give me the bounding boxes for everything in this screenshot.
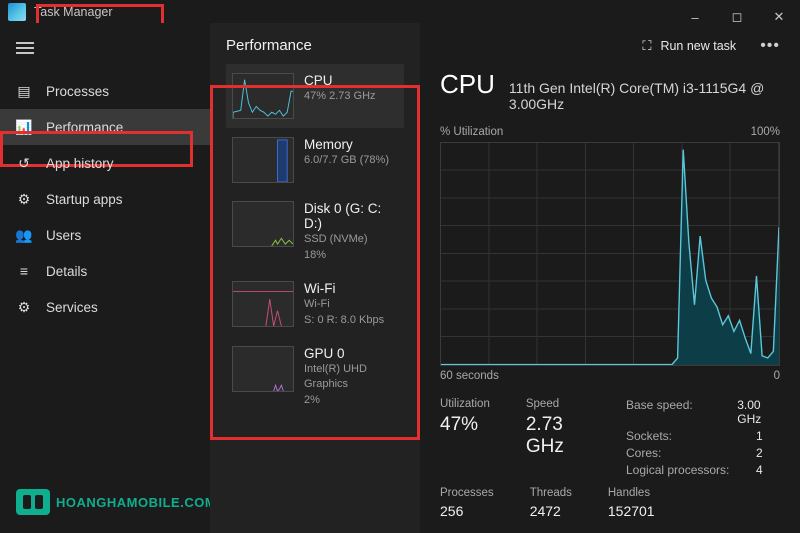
handles-stat: Handles 152701 — [608, 487, 655, 519]
app-history-icon: ↺ — [16, 155, 32, 171]
title-bar: Task Manager – ◻ ✕ — [0, 0, 800, 23]
brand-text: HOANGHAMOBILE.COM — [56, 495, 216, 510]
device-list: CPU 47% 2.73 GHz Memory 6.0/7.7 GB (78%) — [226, 64, 404, 417]
speed-stat: Speed 2.73 GHz — [526, 398, 576, 477]
startup-apps-icon: ⚙ — [16, 191, 32, 207]
sidebar-item-users[interactable]: 👥 Users — [0, 217, 210, 253]
sidebar-item-services[interactable]: ⚙ Services — [0, 289, 210, 325]
cpu-description-label: 11th Gen Intel(R) Core(TM) i3-1115G4 @ 3… — [509, 80, 780, 112]
stats-row-2: Processes 256 Threads 2472 Handles 15270… — [440, 487, 780, 519]
app-icon — [8, 3, 26, 21]
left-nav: ▤ Processes 📊 Performance ↺ App history … — [0, 23, 210, 533]
sidebar-item-performance[interactable]: 📊 Performance — [0, 109, 210, 145]
details-icon: ≡ — [16, 263, 32, 279]
device-item-gpu[interactable]: GPU 0 Intel(R) UHD Graphics 2% — [226, 337, 404, 417]
cpu-utilization-chart — [440, 142, 780, 366]
brand-logo-icon — [16, 489, 50, 515]
process-numbers: Processes 256 Threads 2472 Handles 15270… — [440, 487, 655, 519]
gpu-thumbnail-chart — [232, 346, 294, 392]
spec-row-base-speed: Base speed: 3.00 GHz — [626, 398, 780, 426]
device-item-disk[interactable]: Disk 0 (G: C: D:) SSD (NVMe) 18% — [226, 192, 404, 272]
processes-icon: ▤ — [16, 83, 32, 99]
spec-row-logical-processors: Logical processors: 4 — [626, 463, 780, 477]
more-options-button[interactable]: ••• — [756, 37, 784, 55]
spec-row-cores: Cores: 2 — [626, 446, 780, 460]
services-icon: ⚙ — [16, 299, 32, 315]
device-item-cpu[interactable]: CPU 47% 2.73 GHz — [226, 64, 404, 128]
stats-row: Utilization 47% Speed 2.73 GHz Base spee… — [440, 398, 780, 477]
cpu-title-label: CPU — [440, 69, 495, 100]
sidebar-label-services: Services — [46, 300, 98, 315]
performance-icon: 📊 — [16, 119, 32, 135]
device-item-wifi[interactable]: Wi-Fi Wi-Fi S: 0 R: 8.0 Kbps — [226, 272, 404, 337]
sidebar-item-details[interactable]: ≡ Details — [0, 253, 210, 289]
hamburger-menu-icon[interactable] — [0, 23, 210, 73]
spec-row-sockets: Sockets: 1 — [626, 429, 780, 443]
sidebar-label-users: Users — [46, 228, 81, 243]
gpu-device-info: GPU 0 Intel(R) UHD Graphics 2% — [304, 346, 398, 408]
performance-list-panel: Performance CPU 47% 2.73 GHz — [210, 23, 420, 533]
sidebar-item-app-history[interactable]: ↺ App history — [0, 145, 210, 181]
brand-logo-block: HOANGHAMOBILE.COM — [0, 475, 210, 533]
run-new-task-button[interactable]: ⛶ Run new task — [639, 39, 736, 54]
threads-stat: Threads 2472 — [530, 487, 572, 519]
cpu-thumbnail-chart — [232, 73, 294, 119]
disk-device-info: Disk 0 (G: C: D:) SSD (NVMe) 18% — [304, 201, 398, 263]
chart-axis-top-labels: % Utilization 100% — [440, 126, 780, 138]
panel-header-actions: ⛶ Run new task ••• — [639, 37, 784, 55]
cpu-detail-panel: ⛶ Run new task ••• CPU 11th Gen Intel(R)… — [420, 23, 800, 533]
device-item-memory[interactable]: Memory 6.0/7.7 GB (78%) — [226, 128, 404, 192]
memory-device-info: Memory 6.0/7.7 GB (78%) — [304, 137, 389, 168]
users-icon: 👥 — [16, 227, 32, 243]
cpu-device-info: CPU 47% 2.73 GHz — [304, 73, 376, 104]
run-new-task-icon: ⛶ — [639, 39, 654, 54]
cpu-title-row: CPU 11th Gen Intel(R) Core(TM) i3-1115G4… — [440, 69, 780, 112]
processes-stat: Processes 256 — [440, 487, 494, 519]
wifi-thumbnail-chart — [232, 281, 294, 327]
wifi-device-info: Wi-Fi Wi-Fi S: 0 R: 8.0 Kbps — [304, 281, 384, 328]
cpu-spec-list: Base speed: 3.00 GHz Sockets: 1 Cores: 2… — [626, 398, 780, 477]
body-row: ▤ Processes 📊 Performance ↺ App history … — [0, 23, 800, 533]
performance-panel-title: Performance — [226, 37, 404, 54]
sidebar-label-app-history: App history — [46, 156, 114, 171]
sidebar-label-startup-apps: Startup apps — [46, 192, 123, 207]
sidebar-item-startup-apps[interactable]: ⚙ Startup apps — [0, 181, 210, 217]
sidebar-item-processes[interactable]: ▤ Processes — [0, 73, 210, 109]
sidebar-label-details: Details — [46, 264, 87, 279]
sidebar-label-processes: Processes — [46, 84, 109, 99]
chart-axis-bottom-labels: 60 seconds 0 — [440, 370, 780, 382]
memory-thumbnail-chart — [232, 137, 294, 183]
task-manager-window: Task Manager – ◻ ✕ ▤ Processes 📊 Perform… — [0, 0, 800, 533]
utilization-stat: Utilization 47% — [440, 398, 490, 477]
window-title: Task Manager — [34, 5, 113, 19]
performance-numbers: Utilization 47% Speed 2.73 GHz — [440, 398, 576, 477]
disk-thumbnail-chart — [232, 201, 294, 247]
sidebar-label-performance: Performance — [46, 120, 123, 135]
